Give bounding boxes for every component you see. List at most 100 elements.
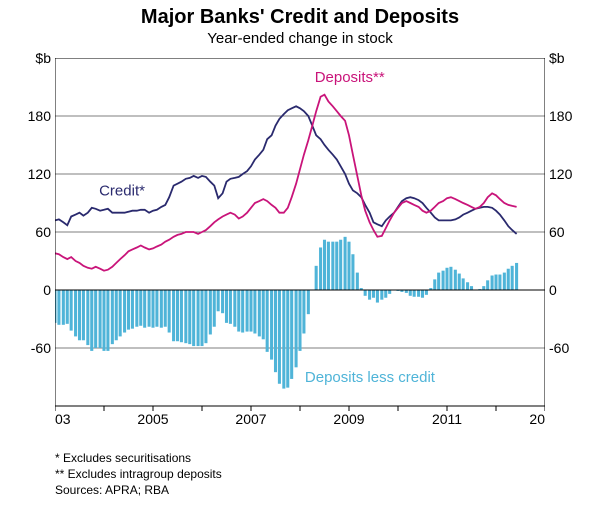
bar bbox=[119, 290, 122, 336]
bar bbox=[462, 278, 465, 290]
y-tick-label: 60 bbox=[5, 224, 51, 240]
footnote-1: * Excludes securitisations bbox=[55, 450, 222, 466]
bar bbox=[494, 275, 497, 290]
chart-svg: 200320052007200920112013Credit*Deposits*… bbox=[55, 58, 545, 428]
bar bbox=[180, 290, 183, 342]
bar bbox=[155, 290, 158, 327]
bar bbox=[433, 279, 436, 290]
bar bbox=[253, 290, 256, 334]
bar bbox=[106, 290, 109, 351]
bar bbox=[315, 266, 318, 290]
bar bbox=[515, 263, 518, 290]
y-tick-label: 0 bbox=[5, 282, 51, 298]
bar bbox=[388, 290, 391, 294]
bar bbox=[503, 273, 506, 290]
bar bbox=[347, 242, 350, 290]
footnotes: * Excludes securitisations ** Excludes i… bbox=[55, 450, 222, 499]
bar bbox=[470, 286, 473, 290]
bar bbox=[249, 290, 252, 332]
bar bbox=[409, 290, 412, 296]
bar bbox=[339, 240, 342, 290]
bar bbox=[62, 290, 65, 325]
bar bbox=[139, 290, 142, 326]
bar bbox=[115, 290, 118, 340]
bar bbox=[233, 290, 236, 327]
bar bbox=[241, 290, 244, 333]
bar bbox=[278, 290, 281, 384]
bar bbox=[82, 290, 85, 340]
bar bbox=[351, 254, 354, 290]
y-tick-label: 60 bbox=[549, 224, 595, 240]
bar bbox=[442, 271, 445, 290]
bar bbox=[270, 290, 273, 360]
bar bbox=[507, 269, 510, 290]
bar bbox=[78, 290, 81, 340]
bar bbox=[286, 290, 289, 388]
chart-title: Major Banks' Credit and Deposits bbox=[0, 0, 600, 29]
y-tick-label: $b bbox=[5, 50, 51, 66]
bar bbox=[307, 290, 310, 314]
y-tick-label: 180 bbox=[5, 108, 51, 124]
bar bbox=[229, 290, 232, 324]
bars-label: Deposits less credit bbox=[305, 369, 436, 386]
bar bbox=[445, 268, 448, 290]
bar bbox=[466, 282, 469, 290]
chart-container: Major Banks' Credit and Deposits Year-en… bbox=[0, 0, 600, 511]
bar bbox=[356, 273, 359, 290]
bar bbox=[197, 290, 200, 346]
bar bbox=[421, 290, 424, 298]
bar bbox=[458, 274, 461, 290]
y-tick-label: 180 bbox=[549, 108, 595, 124]
bar bbox=[94, 290, 97, 348]
bar bbox=[413, 290, 416, 297]
bar bbox=[143, 290, 146, 328]
bar bbox=[213, 290, 216, 327]
bar bbox=[188, 290, 191, 344]
bar bbox=[368, 290, 371, 300]
bar bbox=[417, 290, 420, 297]
bar bbox=[331, 242, 334, 290]
bar bbox=[335, 242, 338, 290]
bar bbox=[295, 290, 298, 367]
bar bbox=[237, 290, 240, 332]
y-tick-label: 120 bbox=[5, 166, 51, 182]
bar bbox=[262, 290, 265, 339]
y-tick-label: 0 bbox=[549, 282, 595, 298]
bar bbox=[102, 290, 105, 351]
bar bbox=[437, 273, 440, 290]
bar bbox=[123, 290, 126, 333]
bar bbox=[364, 290, 367, 296]
y-tick-label: $b bbox=[549, 50, 595, 66]
bar bbox=[511, 266, 514, 290]
bar bbox=[425, 290, 428, 295]
bar bbox=[66, 290, 69, 324]
bar bbox=[302, 290, 305, 334]
bar bbox=[225, 290, 228, 323]
bar bbox=[384, 290, 387, 298]
bar bbox=[372, 290, 375, 298]
bar bbox=[192, 290, 195, 346]
bar bbox=[221, 290, 224, 313]
bar bbox=[258, 290, 261, 336]
plot-area: 200320052007200920112013Credit*Deposits*… bbox=[55, 58, 545, 428]
bar bbox=[217, 290, 220, 311]
bar bbox=[204, 290, 207, 343]
credit-label: Credit* bbox=[99, 182, 145, 199]
bar bbox=[74, 290, 77, 336]
bar bbox=[454, 270, 457, 290]
bar bbox=[376, 290, 379, 303]
credit-line bbox=[55, 106, 517, 234]
bar bbox=[111, 290, 114, 344]
y-tick-label: 120 bbox=[549, 166, 595, 182]
bar bbox=[344, 237, 347, 290]
bar bbox=[160, 290, 163, 328]
footnote-2: ** Excludes intragroup deposits bbox=[55, 466, 222, 482]
bar bbox=[449, 267, 452, 290]
bar bbox=[327, 242, 330, 290]
bar bbox=[298, 290, 301, 351]
y-tick-label: -60 bbox=[5, 340, 51, 356]
bar bbox=[486, 280, 489, 290]
bar bbox=[127, 290, 130, 330]
bar bbox=[380, 290, 383, 300]
x-tick-label: 2011 bbox=[432, 411, 462, 427]
